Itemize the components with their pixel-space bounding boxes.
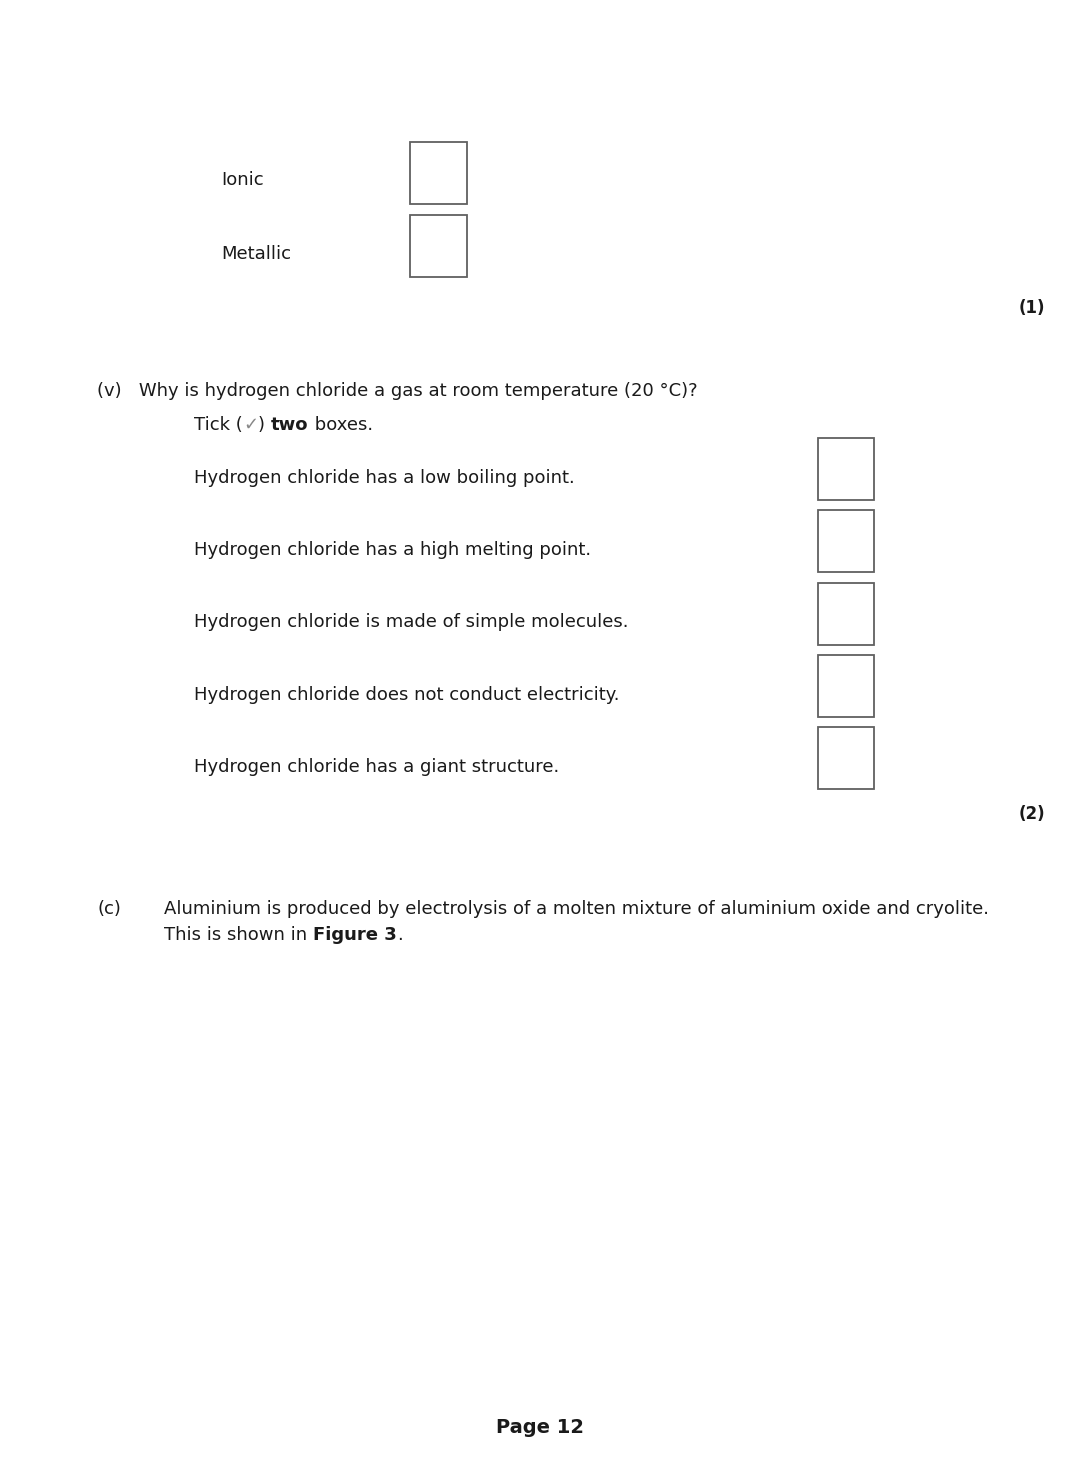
Bar bbox=[818, 510, 874, 572]
Text: Hydrogen chloride has a low boiling point.: Hydrogen chloride has a low boiling poin… bbox=[194, 469, 576, 487]
Text: .: . bbox=[396, 926, 403, 944]
Text: two: two bbox=[271, 416, 309, 434]
Text: (2): (2) bbox=[1018, 805, 1045, 823]
Bar bbox=[818, 655, 874, 717]
Text: Aluminium is produced by electrolysis of a molten mixture of aluminium oxide and: Aluminium is produced by electrolysis of… bbox=[164, 900, 989, 917]
Text: Hydrogen chloride has a high melting point.: Hydrogen chloride has a high melting poi… bbox=[194, 541, 592, 559]
Text: Hydrogen chloride does not conduct electricity.: Hydrogen chloride does not conduct elect… bbox=[194, 686, 620, 704]
Text: (v)   Why is hydrogen chloride a gas at room temperature (20 °C)?: (v) Why is hydrogen chloride a gas at ro… bbox=[97, 382, 698, 400]
Bar bbox=[410, 215, 467, 277]
Text: Tick (: Tick ( bbox=[194, 416, 243, 434]
Text: Page 12: Page 12 bbox=[496, 1419, 584, 1437]
Bar bbox=[818, 438, 874, 500]
Text: (c): (c) bbox=[97, 900, 121, 917]
Text: ): ) bbox=[258, 416, 271, 434]
Text: (1): (1) bbox=[1018, 299, 1045, 317]
Text: boxes.: boxes. bbox=[309, 416, 373, 434]
Text: ✓: ✓ bbox=[243, 416, 258, 434]
Text: This is shown in: This is shown in bbox=[164, 926, 313, 944]
Bar bbox=[410, 142, 467, 204]
Bar bbox=[818, 583, 874, 645]
Text: Hydrogen chloride has a giant structure.: Hydrogen chloride has a giant structure. bbox=[194, 758, 559, 776]
Text: Metallic: Metallic bbox=[221, 245, 292, 263]
Text: Ionic: Ionic bbox=[221, 171, 264, 189]
Bar bbox=[818, 727, 874, 789]
Text: Hydrogen chloride is made of simple molecules.: Hydrogen chloride is made of simple mole… bbox=[194, 614, 629, 631]
Text: Figure 3: Figure 3 bbox=[313, 926, 396, 944]
